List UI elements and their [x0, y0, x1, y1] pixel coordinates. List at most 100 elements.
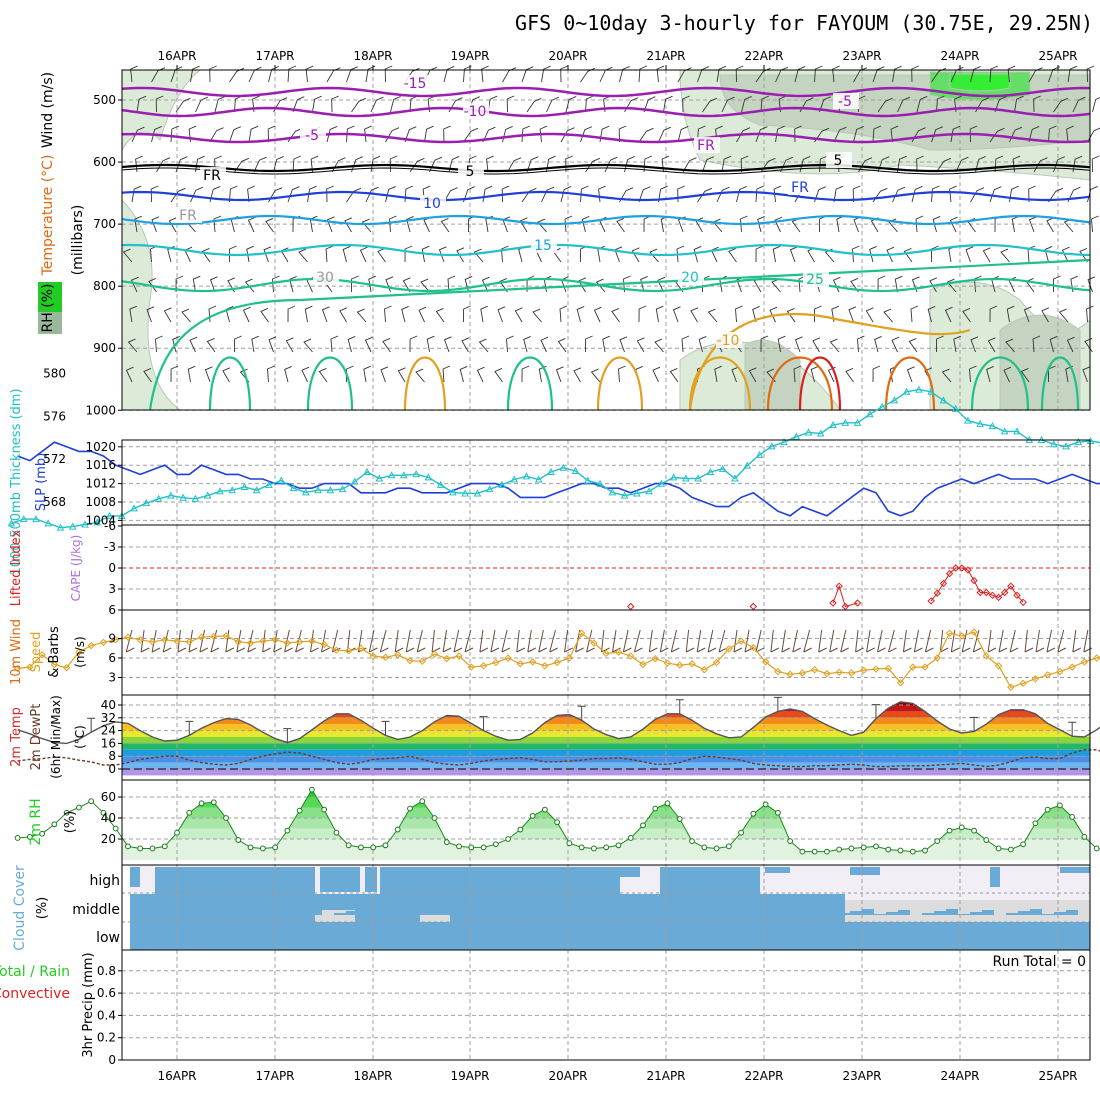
wind-speed-point: [921, 663, 929, 671]
wind-barb: [807, 247, 816, 263]
wind-barb: [402, 277, 411, 293]
cloud-middle-bar: [1018, 911, 1030, 915]
wind-barb: [438, 246, 447, 263]
lifted-index-point: [988, 591, 997, 600]
wind-barb: [143, 367, 152, 383]
wind-barb-10m: [416, 629, 426, 653]
rh-point: [51, 821, 58, 828]
wind-barb: [404, 245, 413, 263]
lifted-index-point: [1007, 582, 1015, 590]
rh-point: [762, 801, 769, 808]
wind-barb: [897, 96, 911, 113]
wind-barb: [287, 305, 296, 323]
wind10m-axis-label-a: 10m Wind: [9, 619, 24, 685]
thickness-point: [890, 396, 899, 404]
wind-barb: [810, 365, 819, 383]
date-label-top: 19APR: [450, 49, 489, 63]
thickness-point: [301, 488, 310, 496]
wind-barb: [702, 156, 714, 173]
wind10m-axis-label-c: & Barbs: [47, 626, 62, 678]
rh-point: [382, 842, 389, 849]
rh-point: [198, 800, 205, 807]
wind10m-frame: [121, 609, 1091, 696]
y-tick-label: 0.2: [97, 1031, 116, 1045]
wind-barb-10m: [225, 629, 235, 653]
temperature-band: [122, 756, 1090, 763]
max-temp-whisker: [675, 699, 684, 714]
wind-speed-point: [320, 640, 328, 649]
wind-speed-line: [17, 631, 1100, 689]
cloud-middle-bar: [358, 909, 370, 915]
rh-point: [774, 809, 781, 816]
y-tick-label: 0: [108, 762, 116, 776]
wind-barb: [948, 245, 956, 263]
wind-barb: [406, 215, 414, 233]
wind-barb: [521, 125, 531, 143]
rh-point: [39, 830, 46, 837]
wind-speed-point: [50, 660, 59, 669]
rh-band: [122, 797, 1090, 808]
contour-label: -10: [717, 333, 740, 349]
wind-barb: [852, 245, 860, 263]
slp-tick-label: 1012: [85, 477, 116, 491]
wind-barb: [461, 337, 470, 353]
wind-barb: [874, 335, 882, 353]
y-tick-label: 8: [108, 749, 116, 763]
wind-barb: [502, 67, 517, 83]
cloud-middle-bar: [370, 914, 382, 915]
wind-barb: [356, 308, 367, 323]
wind-speed-point: [798, 669, 807, 677]
date-label-top: 24APR: [940, 49, 979, 63]
wind-barb: [658, 126, 672, 143]
thickness-point: [449, 488, 457, 496]
wind-barb: [865, 307, 874, 323]
wind-barb: [435, 307, 445, 323]
wind-barb: [267, 365, 275, 383]
rh-point: [1069, 814, 1076, 820]
wind-speed-point: [835, 668, 843, 677]
wind-barb: [936, 335, 944, 353]
wind-speed-point: [761, 658, 770, 666]
wind-barb: [716, 186, 730, 203]
cloud-middle-bar: [442, 909, 454, 915]
wind-barb: [519, 217, 528, 233]
wind-barb: [260, 307, 269, 323]
wind-barb: [163, 307, 172, 323]
contour-label: 25: [806, 272, 824, 288]
thickness-point: [853, 418, 862, 426]
wind-barb: [409, 335, 418, 353]
rh-point: [713, 845, 720, 852]
wind-barb: [418, 306, 427, 323]
wind-barb: [721, 96, 735, 113]
wind-speed-point: [467, 663, 476, 671]
cloud-middle-bar: [1066, 910, 1078, 915]
thickness-point: [179, 493, 187, 501]
wind-barb: [1014, 95, 1024, 113]
thickness-point: [56, 523, 65, 531]
max-temp-whisker: [773, 696, 782, 712]
wind-barb: [573, 367, 582, 383]
wind-barb-10m: [972, 629, 982, 653]
precip-frame: [121, 949, 1091, 1061]
wind-speed-point: [577, 629, 586, 638]
wind-barb: [229, 245, 237, 263]
wind-barb: [304, 305, 313, 323]
contour-label: FR: [791, 180, 809, 196]
wind-speed-point: [590, 639, 598, 647]
wind-barb-10m: [564, 629, 573, 653]
temperature-contour-loop: [798, 356, 842, 411]
rh-point: [14, 835, 21, 841]
wind-barb: [390, 95, 401, 113]
wind-barb: [580, 126, 592, 143]
rh-point: [407, 805, 413, 812]
rh-point: [701, 844, 708, 851]
contour-label-bg: [313, 269, 339, 285]
wind-barb: [794, 65, 806, 83]
wind-speed-point: [479, 662, 488, 670]
wind-barb: [380, 366, 389, 383]
thickness-point: [93, 518, 102, 526]
rh-point: [652, 805, 659, 812]
wind-barb: [486, 155, 494, 173]
contour-label: 5: [834, 153, 843, 169]
thickness-point: [706, 467, 715, 476]
